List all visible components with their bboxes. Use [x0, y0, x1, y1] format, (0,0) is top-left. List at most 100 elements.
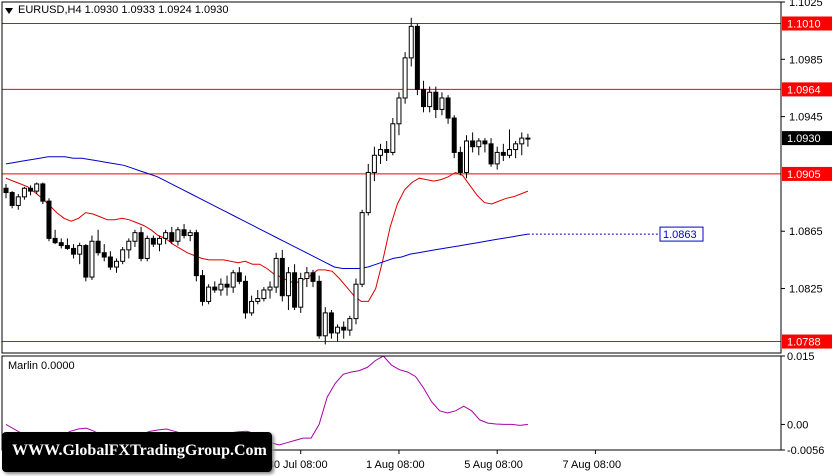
- candle: [58, 238, 64, 249]
- candle-body-bull: [126, 240, 132, 251]
- candle-body-bear: [52, 237, 58, 244]
- candle-body-bull: [359, 212, 365, 285]
- candle-body-bull: [132, 232, 138, 242]
- candle-body-bear: [316, 280, 322, 337]
- candle-body-bull: [494, 151, 500, 165]
- candle-body-bear: [181, 229, 187, 237]
- candle: [212, 281, 218, 293]
- candle: [328, 310, 334, 339]
- candle: [193, 229, 199, 282]
- candle: [21, 186, 27, 200]
- candle: [433, 86, 439, 119]
- candle: [335, 324, 341, 342]
- candle-body-bull: [506, 149, 512, 156]
- candle-body-bear: [83, 245, 89, 278]
- candle-body-bull: [77, 245, 83, 255]
- price-pane[interactable]: 1.0863: [2, 17, 781, 345]
- candle-body-bear: [445, 97, 451, 119]
- candle: [519, 132, 525, 156]
- candle-body-bull: [371, 154, 377, 173]
- candle-body-bear: [451, 117, 457, 153]
- candle-body-bear: [28, 187, 34, 192]
- candle: [71, 244, 77, 259]
- open-value: 1.0930: [84, 4, 119, 16]
- close-value: 1.0930: [194, 4, 229, 16]
- candle-body-bear: [236, 272, 242, 282]
- indicator-label: Marlin 0.0000: [8, 360, 75, 372]
- level-label: 1.1010: [787, 18, 821, 30]
- candle: [408, 17, 414, 67]
- candle: [506, 129, 512, 159]
- candle: [64, 238, 70, 250]
- candle-body-bull: [402, 57, 408, 99]
- candle: [52, 229, 58, 245]
- candle-body-bull: [230, 272, 236, 288]
- candle-body-bear: [457, 151, 463, 173]
- x-tick-label: 1 Aug 08:00: [366, 459, 425, 471]
- indicator-y-tick-label: 0.00: [787, 419, 808, 431]
- candle-body-bull: [157, 237, 162, 245]
- candle: [144, 235, 150, 262]
- candle: [34, 182, 40, 194]
- candle-body-bear: [224, 283, 230, 288]
- level-label-box: [782, 334, 832, 349]
- candle-body-bear: [193, 232, 199, 277]
- candle: [359, 209, 365, 288]
- candle-body-bull: [525, 137, 531, 140]
- candle: [150, 235, 156, 247]
- candle: [494, 146, 500, 170]
- candle-body-bull: [114, 260, 120, 268]
- candle: [402, 52, 408, 104]
- bid-label-box: [782, 131, 832, 146]
- candle-body-bear: [470, 140, 476, 148]
- candle-body-bull: [120, 249, 126, 262]
- candle-body-bull: [439, 97, 445, 110]
- candle-body-bull: [249, 300, 255, 314]
- x-tick-label: 30 Jul 08:00: [268, 459, 328, 471]
- y-tick-label: 1.0945: [789, 112, 823, 124]
- candle-body-bull: [15, 196, 21, 206]
- candle-body-bull: [267, 286, 273, 291]
- candle-body-bull: [34, 183, 40, 192]
- candle-body-bull: [353, 283, 359, 320]
- candle-body-bull: [408, 25, 414, 59]
- candle: [476, 138, 482, 156]
- candle-body-bear: [292, 272, 298, 308]
- candle: [457, 146, 463, 176]
- candle-body-bull: [89, 240, 95, 278]
- candle-body-bear: [169, 232, 175, 242]
- candle-body-bull: [163, 232, 169, 239]
- y-tick-label: 1.0865: [789, 226, 823, 238]
- candle: [132, 229, 138, 247]
- watermark-text: WWW.GlobalFXTradingGroup.Com: [12, 442, 267, 459]
- low-value: 1.0924: [158, 4, 192, 16]
- candle: [365, 163, 371, 216]
- candle: [169, 226, 175, 245]
- chart-menu-arrow-icon[interactable]: [5, 8, 13, 14]
- candle-body-bear: [328, 312, 334, 334]
- candle: [138, 226, 144, 262]
- indicator-pane-frame: [1, 355, 782, 451]
- x-tick-label: 5 Aug 08:00: [464, 459, 523, 471]
- candle: [261, 287, 267, 302]
- candle: [230, 269, 236, 293]
- candle-body-bull: [261, 289, 267, 300]
- level-label: 1.0788: [787, 337, 821, 349]
- candle-body-bear: [500, 151, 506, 156]
- candle: [500, 143, 506, 162]
- candle: [384, 140, 390, 162]
- x-tick-label: 7 Aug 08:00: [562, 459, 621, 471]
- candle: [341, 321, 347, 339]
- candle: [15, 193, 21, 210]
- candle: [322, 307, 328, 345]
- candle-body-bull: [513, 143, 519, 151]
- candle-body-bull: [365, 171, 371, 214]
- candle: [451, 115, 457, 159]
- candle-body-bear: [421, 88, 427, 108]
- indicator-y-tick-label: 0.015: [787, 351, 815, 363]
- watermark-banner: WWW.GlobalFXTradingGroup.Com: [2, 432, 272, 472]
- candle-body-bull: [464, 140, 469, 173]
- candle: [120, 246, 126, 265]
